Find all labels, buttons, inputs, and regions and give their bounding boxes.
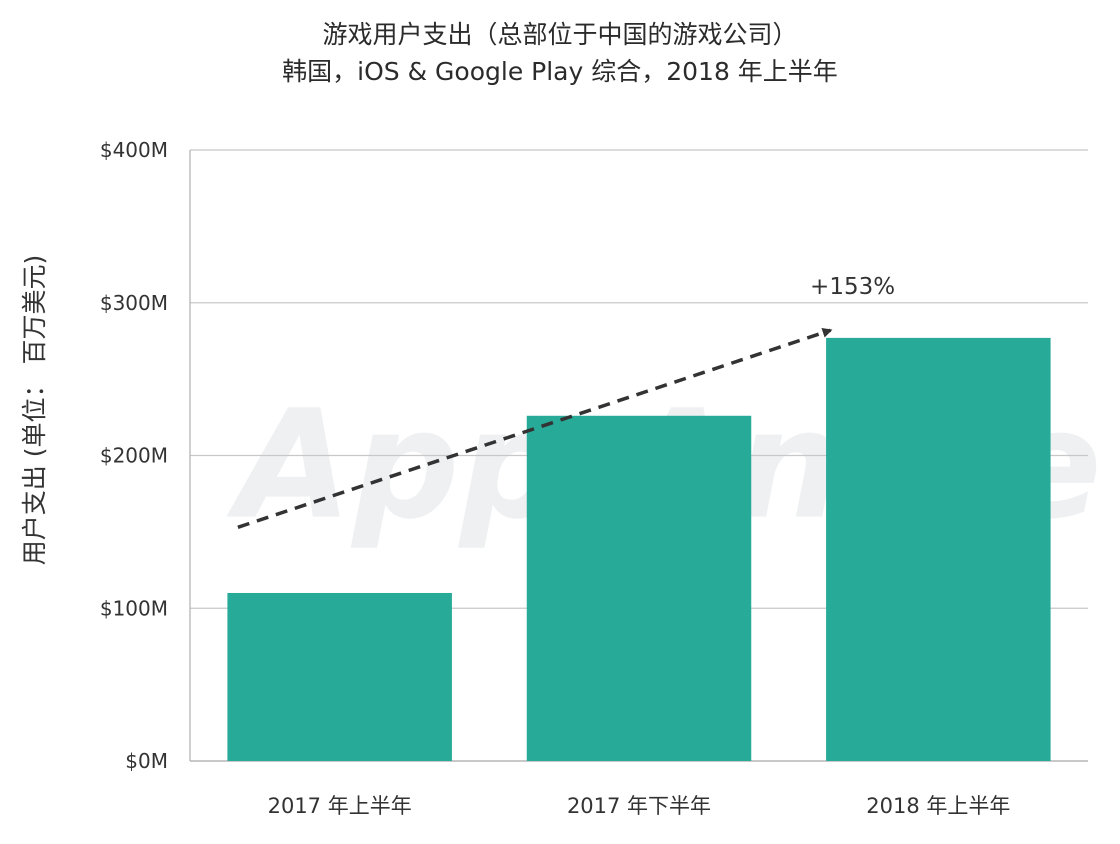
y-tick-label: $300M <box>100 291 168 315</box>
y-tick-label: $400M <box>100 138 168 162</box>
x-tick-label: 2017 年下半年 <box>567 794 711 818</box>
x-tick-label: 2018 年上半年 <box>866 794 1010 818</box>
bar <box>227 592 452 761</box>
trend-arrow <box>237 328 833 529</box>
bar <box>526 415 752 761</box>
y-axis-label: 用户支出 (单位： 百万美元) <box>20 255 49 565</box>
growth-annotation: +153% <box>810 274 895 300</box>
y-tick-label: $0M <box>125 749 168 773</box>
chart-subtitle: 韩国，iOS & Google Play 综合，2018 年上半年 <box>282 57 838 86</box>
x-tick-label: 2017 年上半年 <box>268 794 412 818</box>
chart-title: 游戏用户支出（总部位于中国的游戏公司） <box>322 20 797 49</box>
y-tick-label: $200M <box>100 444 168 468</box>
y-tick-label: $100M <box>100 596 168 620</box>
bar <box>826 337 1051 761</box>
